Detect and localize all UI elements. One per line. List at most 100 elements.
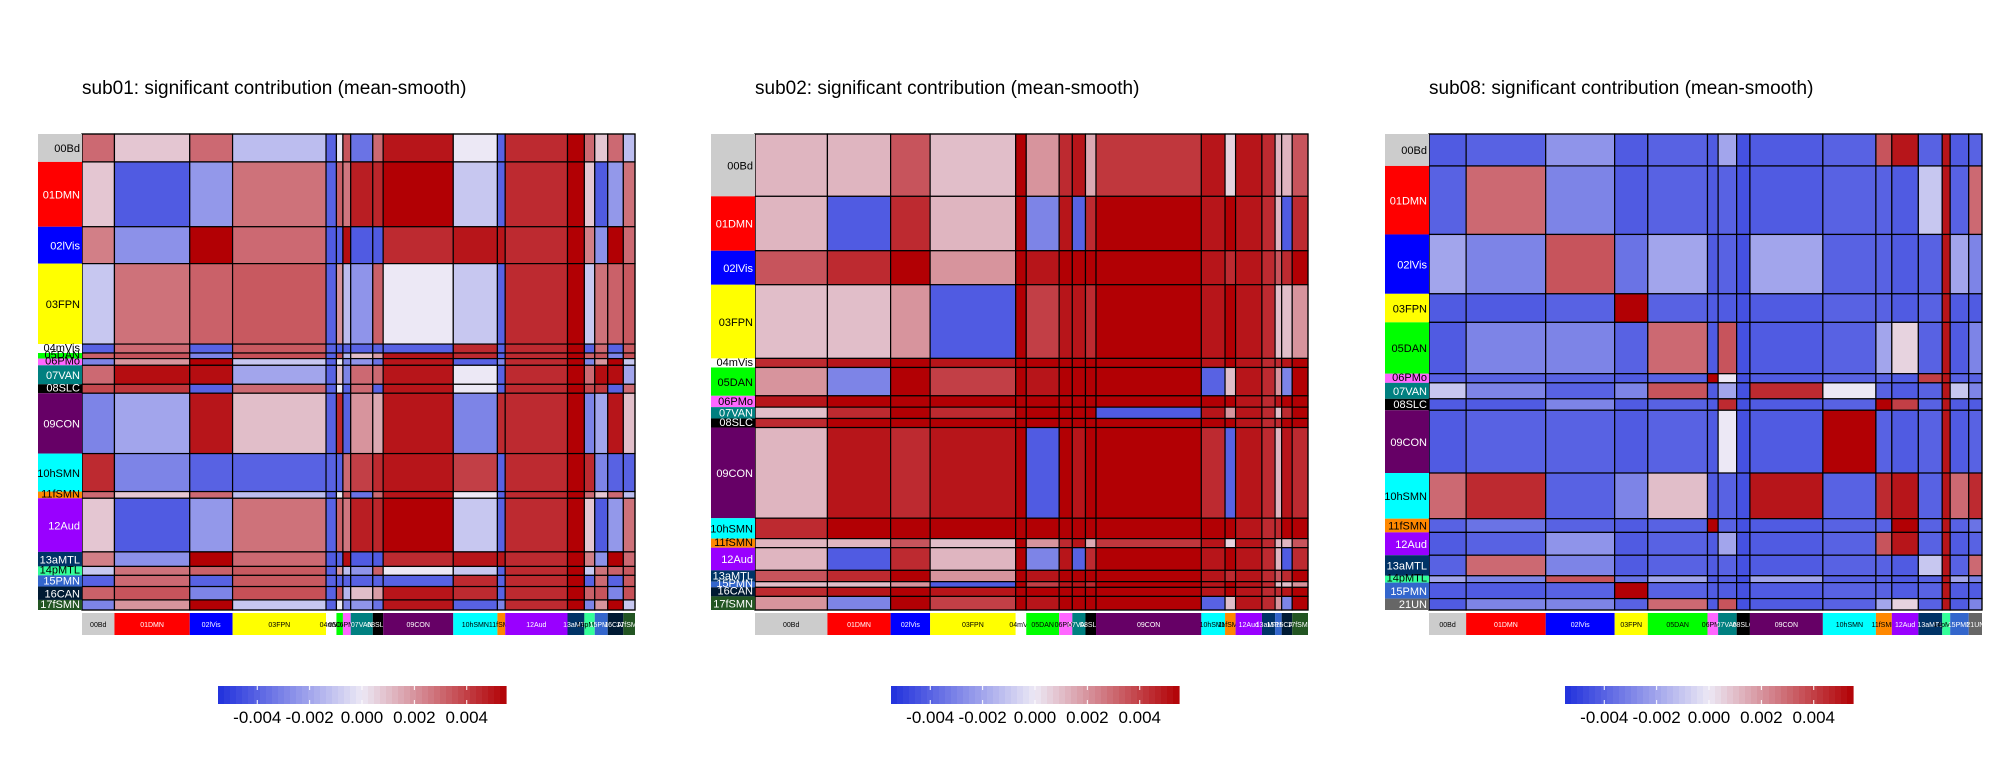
row-label-box (711, 407, 755, 419)
heatmap-cell (1071, 586, 1087, 598)
heatmap-cell (1891, 293, 1919, 323)
heatmap-cell (622, 574, 636, 588)
heatmap-cell (1949, 233, 1970, 295)
colorbar-segment (224, 686, 231, 704)
heatmap-cell (1234, 426, 1263, 519)
heatmap-cell (754, 569, 829, 583)
heatmap-cell (1891, 165, 1919, 236)
colorbar-tick-label: 0.004 (445, 708, 488, 727)
column-label-box (1015, 613, 1027, 635)
row-label-box (38, 161, 82, 227)
heatmap-cell (231, 343, 327, 354)
heatmap-cell (594, 490, 609, 499)
heatmap-cell (1706, 597, 1719, 611)
heatmap-cell (452, 599, 499, 611)
heatmap-cell (594, 263, 609, 345)
colorbar-segment (1787, 686, 1794, 704)
heatmap-cell (754, 426, 829, 519)
heatmap-cell (231, 497, 327, 553)
column-label: 07VAN (351, 622, 373, 629)
heatmap-cell (1465, 597, 1547, 611)
heatmap-cell (1941, 575, 1951, 584)
heatmap-cell (622, 133, 636, 163)
column-label: 02lVis (202, 622, 221, 629)
heatmap-cell (1465, 472, 1547, 520)
heatmap-cell (1274, 284, 1283, 360)
colorbar-segment (470, 686, 477, 704)
heatmap-cell (1071, 133, 1087, 197)
column-label-box (1647, 613, 1708, 635)
heatmap-cell (1875, 531, 1893, 556)
colorbar-segment (951, 686, 958, 704)
heatmap-cell (607, 161, 624, 228)
heatmap-cell (594, 574, 609, 588)
heatmap-cell (1084, 357, 1097, 369)
heatmap-cell (1224, 595, 1237, 611)
column-label-box (1891, 613, 1919, 635)
heatmap-cell (1261, 195, 1276, 252)
colorbar-segment (434, 686, 441, 704)
column-label-box (1822, 613, 1876, 635)
heatmap-cell (1941, 321, 1951, 375)
heatmap-cell (1291, 586, 1309, 598)
heatmap-cell (1822, 398, 1877, 411)
row-label: 02lVis (1397, 259, 1427, 271)
row-label-box (1385, 322, 1429, 374)
heatmap-cell (1261, 133, 1276, 197)
heatmap-cell (754, 395, 829, 408)
column-label-box (594, 613, 608, 635)
heatmap-cell (826, 395, 892, 408)
heatmap-cell (1717, 382, 1738, 400)
heatmap-cell (1917, 575, 1943, 584)
heatmap-cell (1717, 597, 1738, 611)
row-label-box (711, 284, 755, 359)
heatmap-cell (929, 537, 1017, 549)
heatmap-cell (1614, 581, 1649, 600)
heatmap-cell (231, 357, 327, 366)
heatmap-cell (1291, 366, 1309, 397)
heatmap-cell (1200, 417, 1226, 429)
heatmap-cell (1875, 581, 1893, 600)
heatmap-cell (382, 574, 454, 588)
colorbar-segment (1619, 686, 1626, 704)
colorbar-tick-label: 0.000 (1688, 708, 1731, 727)
heatmap-cell (1071, 284, 1087, 360)
heatmap-cell (1875, 382, 1893, 400)
heatmap-cell (1736, 409, 1751, 474)
heatmap-cell (1647, 321, 1709, 375)
column-label-box (1072, 613, 1086, 635)
row-label-box (711, 196, 755, 251)
heatmap-cell (1281, 417, 1293, 429)
heatmap-cell (1281, 250, 1293, 286)
heatmap-cell (1281, 581, 1293, 588)
heatmap-cell (325, 452, 338, 493)
heatmap-cell (594, 585, 609, 601)
heatmap-cell (189, 364, 234, 385)
heatmap-cell (622, 392, 636, 455)
heatmap-cell (452, 133, 499, 163)
heatmap-cell (113, 599, 191, 611)
heatmap-cell (231, 383, 327, 394)
column-label-box (189, 613, 233, 635)
heatmap-cell (342, 133, 352, 163)
column-label: 01DMN (140, 622, 164, 629)
row-label: 13aMTL (40, 554, 80, 566)
heatmap-cell (1545, 554, 1616, 577)
heatmap-cell (231, 574, 327, 588)
heatmap-cell (583, 392, 596, 455)
heatmap-cell (231, 551, 327, 568)
heatmap-cell (1281, 357, 1293, 369)
heatmap-cell (1015, 406, 1027, 420)
heatmap-cell (1261, 581, 1276, 588)
row-label: 12Aud (48, 520, 80, 532)
heatmap-cell (1291, 595, 1309, 611)
column-label-box (1261, 613, 1276, 635)
column-label-box (383, 613, 454, 635)
heatmap-cell (1749, 398, 1824, 411)
heatmap-cell (1706, 321, 1719, 375)
heatmap-cell (189, 343, 234, 354)
heatmap-cells (81, 133, 636, 611)
column-labels: 00Bd 01DMN 02lVis 03FPN 05DAN 06PMo07VAN08SLC… (1429, 613, 1984, 635)
heatmap-cell (1736, 133, 1751, 167)
